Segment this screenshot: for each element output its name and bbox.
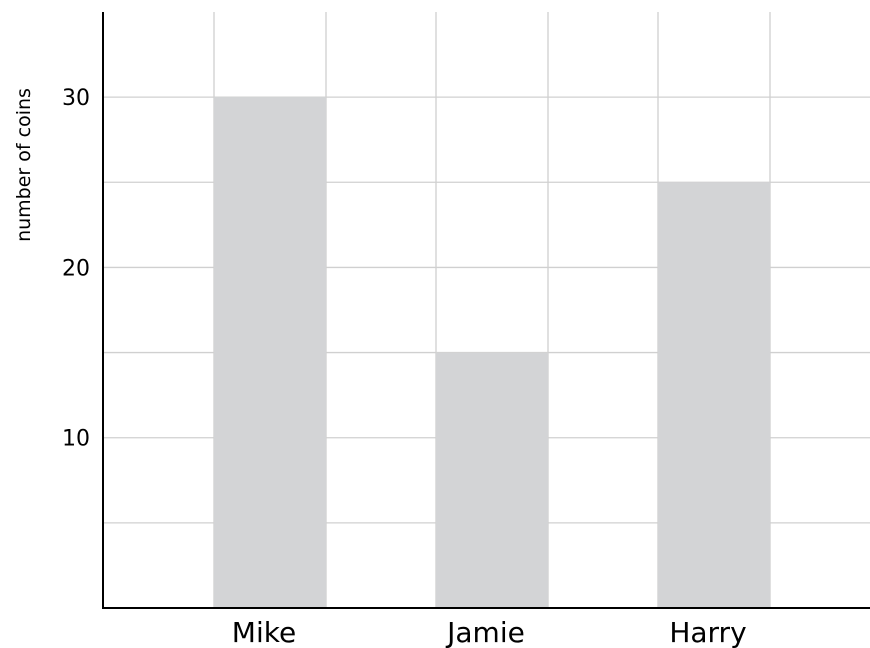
y-axis-title: number of coins xyxy=(13,88,35,242)
bar-jamie xyxy=(436,352,548,608)
x-tick-label: Mike xyxy=(232,616,296,648)
y-tick-label: 30 xyxy=(62,86,90,111)
axes xyxy=(102,12,870,609)
x-tick-label: Jamie xyxy=(445,616,525,648)
bar-harry xyxy=(658,182,770,609)
y-tick-label: 20 xyxy=(62,256,90,281)
x-tick-labels: Mike Jamie Harry xyxy=(232,616,747,648)
bars xyxy=(214,97,770,609)
bar-mike xyxy=(214,97,326,609)
y-tick-label: 10 xyxy=(62,427,90,452)
y-tick-labels: 10 20 30 xyxy=(62,86,90,452)
x-tick-label: Harry xyxy=(669,616,746,648)
